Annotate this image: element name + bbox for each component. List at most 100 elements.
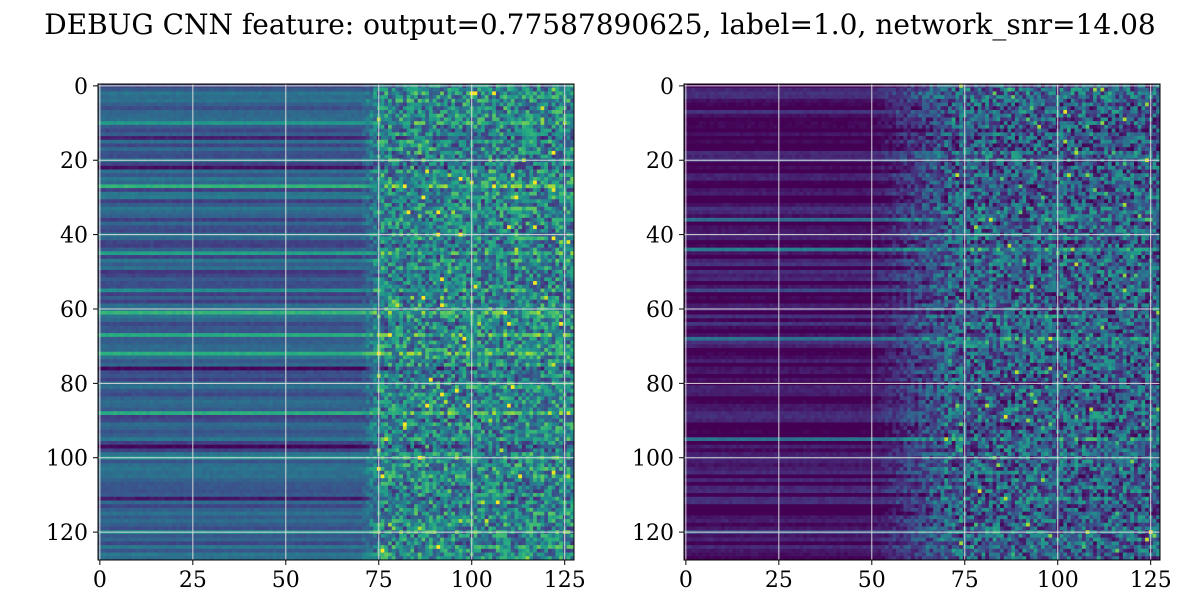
heatmap-cell	[436, 166, 440, 170]
heatmap-cell	[325, 88, 329, 92]
heatmap-cell	[462, 170, 466, 174]
heatmap-cell	[265, 210, 269, 214]
heatmap-cell	[418, 132, 422, 136]
heatmap-cell	[351, 88, 355, 92]
heatmap-cell	[198, 132, 202, 136]
heatmap-cell	[325, 121, 329, 125]
heatmap-cell	[232, 144, 236, 148]
heatmap-cell	[306, 114, 310, 118]
heatmap-cell	[329, 162, 333, 166]
heatmap-cell	[555, 129, 559, 133]
heatmap-cell	[559, 132, 563, 136]
heatmap-cell	[362, 129, 366, 133]
heatmap-cell	[369, 199, 373, 203]
heatmap-cell	[273, 147, 277, 151]
heatmap-cell	[503, 110, 507, 114]
heatmap-cell	[515, 173, 519, 177]
heatmap-cell	[481, 181, 485, 185]
heatmap-cell	[277, 199, 281, 203]
heatmap-cell	[451, 88, 455, 92]
heatmap-cell	[310, 207, 314, 211]
heatmap-cell	[485, 177, 489, 181]
heatmap-cell	[317, 177, 321, 181]
heatmap-cell	[213, 106, 217, 110]
heatmap-cell	[158, 117, 162, 121]
heatmap-cell	[537, 218, 541, 222]
heatmap-cell	[262, 88, 266, 92]
heatmap-cell	[503, 129, 507, 133]
heatmap-cell	[131, 106, 135, 110]
heatmap-cell	[169, 196, 173, 200]
heatmap-cell	[444, 117, 448, 121]
heatmap-cell	[213, 199, 217, 203]
heatmap-cell	[195, 144, 199, 148]
heatmap-cell	[161, 170, 165, 174]
heatmap-cell	[288, 170, 292, 174]
heatmap-cell	[120, 147, 124, 151]
heatmap-cell	[343, 166, 347, 170]
heatmap-cell	[206, 207, 210, 211]
heatmap-cell	[522, 147, 526, 151]
heatmap-cell	[474, 207, 478, 211]
heatmap-cell	[303, 95, 307, 99]
heatmap-cell	[474, 117, 478, 121]
heatmap-cell	[295, 170, 299, 174]
heatmap-cell	[369, 162, 373, 166]
heatmap-cell	[128, 192, 132, 196]
heatmap-cell	[329, 214, 333, 218]
heatmap-cell	[436, 147, 440, 151]
heatmap-cell	[340, 210, 344, 214]
heatmap-cell	[559, 199, 563, 203]
heatmap-cell	[317, 144, 321, 148]
heatmap-cell	[258, 166, 262, 170]
heatmap-cell	[384, 132, 388, 136]
heatmap-cell	[433, 181, 437, 185]
heatmap-cell	[414, 106, 418, 110]
heatmap-cell	[410, 214, 414, 218]
heatmap-cell	[462, 110, 466, 114]
heatmap-cell	[407, 218, 411, 222]
heatmap-cell	[239, 99, 243, 103]
heatmap-cell	[474, 210, 478, 214]
heatmap-cell	[518, 188, 522, 192]
heatmap-cell	[522, 88, 526, 92]
heatmap-cell	[392, 106, 396, 110]
heatmap-cell	[295, 155, 299, 159]
heatmap-cell	[552, 210, 556, 214]
heatmap-cell	[515, 199, 519, 203]
heatmap-cell	[529, 136, 533, 140]
heatmap-cell	[459, 103, 463, 107]
heatmap-cell	[184, 110, 188, 114]
heatmap-cell	[277, 136, 281, 140]
heatmap-cell	[187, 196, 191, 200]
heatmap-cell	[459, 222, 463, 226]
heatmap-cell	[526, 207, 530, 211]
heatmap-cell	[507, 192, 511, 196]
heatmap-cell	[109, 184, 113, 188]
heatmap-cell	[139, 147, 143, 151]
heatmap-cell	[247, 188, 251, 192]
heatmap-cell	[541, 140, 545, 144]
heatmap-cell	[481, 170, 485, 174]
heatmap-cell	[124, 199, 128, 203]
heatmap-cell	[128, 125, 132, 129]
heatmap-cell	[329, 210, 333, 214]
heatmap-cell	[522, 192, 526, 196]
heatmap-cell	[321, 166, 325, 170]
heatmap-cell	[541, 188, 545, 192]
heatmap-cell	[462, 117, 466, 121]
heatmap-cell	[113, 214, 117, 218]
heatmap-cell	[120, 129, 124, 133]
heatmap-cell	[425, 121, 429, 125]
heatmap-cell	[180, 147, 184, 151]
heatmap-cell	[492, 225, 496, 229]
heatmap-cell	[198, 225, 202, 229]
heatmap-cell	[195, 181, 199, 185]
heatmap-cell	[243, 170, 247, 174]
heatmap-cell	[355, 125, 359, 129]
heatmap-cell	[548, 166, 552, 170]
heatmap-cell	[548, 214, 552, 218]
heatmap-cell	[336, 166, 340, 170]
heatmap-cell	[485, 136, 489, 140]
heatmap-cell	[496, 177, 500, 181]
